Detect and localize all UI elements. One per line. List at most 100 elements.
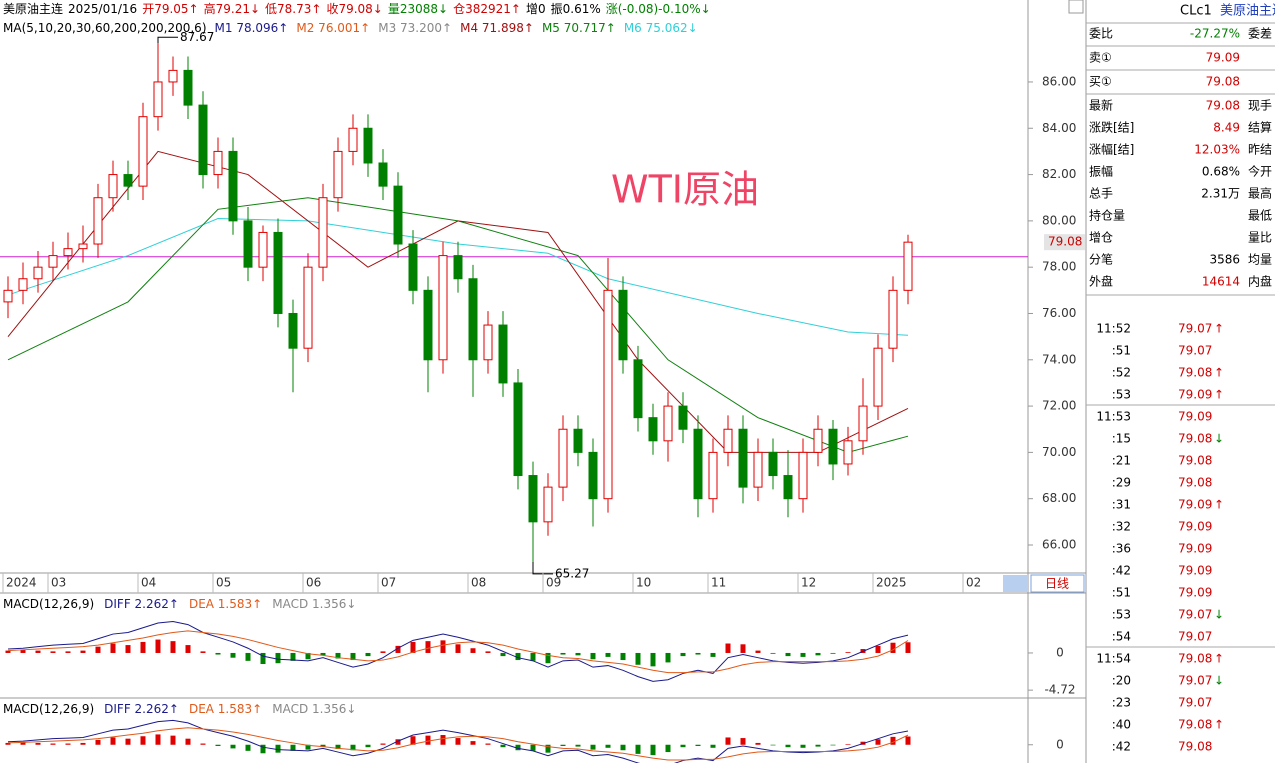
header-item: 美原油主连 bbox=[3, 1, 63, 16]
candle-body bbox=[78, 243, 88, 250]
macd-bar bbox=[890, 642, 896, 653]
macd-bar bbox=[725, 643, 731, 653]
macd-bar bbox=[740, 738, 746, 745]
macd-bar bbox=[470, 741, 476, 745]
macd-bar bbox=[590, 744, 596, 750]
candle-body bbox=[873, 347, 883, 407]
last-price-label: 79.08 bbox=[1048, 235, 1082, 249]
period-button[interactable] bbox=[1030, 574, 1085, 593]
candle-body bbox=[573, 428, 583, 453]
period-label[interactable]: 日线 bbox=[1045, 577, 1069, 591]
macd-bar bbox=[665, 652, 671, 663]
candle-body bbox=[108, 174, 118, 199]
trade-time: 11:54 bbox=[1096, 652, 1131, 666]
macd-bar bbox=[650, 744, 656, 756]
candle-body bbox=[858, 405, 868, 442]
quote-value: 12.03% bbox=[1194, 143, 1240, 157]
scroll-thumb[interactable] bbox=[1003, 575, 1027, 592]
x-tick-label: 08 bbox=[471, 576, 486, 590]
trade-price: 79.08 bbox=[1178, 652, 1212, 666]
trade-time: :23 bbox=[1112, 696, 1131, 710]
macd-bar bbox=[470, 648, 476, 653]
macd-bar bbox=[380, 651, 386, 653]
candle-body bbox=[273, 231, 283, 314]
macd-bar bbox=[590, 652, 596, 660]
trade-price: 79.07 bbox=[1178, 630, 1212, 644]
trade-price: 79.07 bbox=[1178, 674, 1212, 688]
trade-arrow: ↑ bbox=[1214, 366, 1224, 380]
candle-body bbox=[138, 116, 148, 187]
macd-bar bbox=[410, 641, 416, 653]
macd-bar bbox=[275, 744, 281, 753]
annotation: 65.27 bbox=[555, 566, 589, 580]
macd-legend: MACD(12,26,9) DIFF 2.262↑ DEA 1.583↑ MACD 1… bbox=[3, 597, 356, 611]
ma-title: MA(5,10,20,30,60,200,200,200,6) bbox=[3, 21, 207, 35]
trade-arrow: ↓ bbox=[1214, 608, 1224, 622]
candle-body bbox=[243, 220, 253, 268]
candle-body bbox=[888, 289, 898, 349]
candle-body bbox=[423, 289, 433, 361]
quote-label: 涨幅[结] bbox=[1089, 142, 1134, 157]
candle-body bbox=[693, 428, 703, 500]
macd-bar bbox=[410, 736, 416, 745]
header-item: 低78.73↑ bbox=[265, 2, 321, 16]
header-item: 仓382921↑ bbox=[453, 2, 521, 16]
quote-label: 涨跌[结] bbox=[1089, 120, 1134, 135]
quote-value: 8.49 bbox=[1213, 121, 1240, 135]
quote-value: 79.09 bbox=[1206, 51, 1240, 65]
quote-value: 3586 bbox=[1209, 253, 1240, 267]
header-item: 2025/01/16 bbox=[68, 2, 137, 16]
macd-bar bbox=[260, 744, 266, 754]
macd-bar bbox=[380, 743, 386, 745]
trade-arrow: ↑ bbox=[1214, 718, 1224, 732]
candle-body bbox=[378, 162, 388, 187]
macd-bar bbox=[65, 651, 71, 653]
macd-bar bbox=[785, 744, 791, 748]
macd-bar bbox=[650, 652, 656, 667]
macd-bar bbox=[755, 742, 761, 745]
ma-item: M1 78.096↑ bbox=[215, 21, 289, 35]
ma-line bbox=[7, 218, 909, 336]
macd-bar bbox=[215, 744, 221, 746]
candle-body bbox=[798, 451, 808, 500]
trade-price: 79.09 bbox=[1178, 520, 1212, 534]
macd-bar bbox=[35, 742, 41, 745]
macd-bar bbox=[305, 652, 311, 660]
y-tick-label: 78.00 bbox=[1042, 260, 1076, 274]
macd-bar bbox=[65, 743, 71, 745]
candle-body bbox=[483, 324, 493, 361]
quote-label: 最新 bbox=[1089, 98, 1113, 113]
macd-bar bbox=[785, 652, 791, 657]
macd-bar bbox=[350, 744, 356, 751]
quote-label: 分笔 bbox=[1089, 252, 1113, 267]
candle-body bbox=[303, 266, 313, 349]
trade-price: 79.09 bbox=[1178, 410, 1212, 424]
candle-body bbox=[558, 428, 568, 488]
y-tick-label: 76.00 bbox=[1042, 306, 1076, 320]
candle-body bbox=[393, 185, 403, 245]
macd-bar bbox=[425, 735, 431, 745]
macd-bar bbox=[485, 651, 491, 653]
window-button[interactable] bbox=[1068, 0, 1084, 14]
candle-body bbox=[258, 231, 268, 268]
quote-label: 卖① bbox=[1089, 51, 1112, 65]
macd-bar bbox=[335, 744, 341, 750]
header-item: 收79.08↓ bbox=[326, 2, 382, 16]
macd-bar bbox=[455, 644, 461, 653]
macd-bar bbox=[260, 652, 266, 664]
candle-body bbox=[468, 278, 478, 361]
macd-bar bbox=[530, 652, 536, 661]
quote-label: 外盘 bbox=[1089, 274, 1113, 289]
macd-bar bbox=[545, 652, 551, 664]
macd-bar bbox=[530, 744, 536, 751]
quote-label-2: 今开 bbox=[1248, 164, 1272, 179]
trade-price: 79.07 bbox=[1178, 696, 1212, 710]
macd-bar bbox=[230, 744, 236, 749]
annotation-leader bbox=[157, 36, 178, 44]
candle-body bbox=[3, 289, 13, 303]
candle-body bbox=[633, 359, 643, 419]
macd-bar bbox=[515, 744, 521, 751]
candle-body bbox=[18, 278, 28, 291]
trade-price: 79.08 bbox=[1178, 432, 1212, 446]
